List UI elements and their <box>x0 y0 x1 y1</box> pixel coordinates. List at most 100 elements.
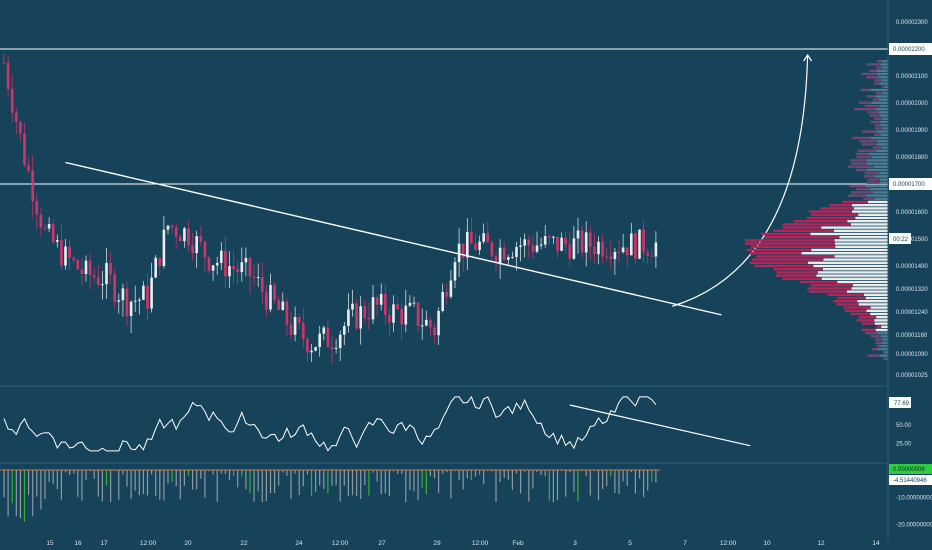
volume-profile-bar-down <box>806 216 856 220</box>
histogram-bar <box>28 470 30 495</box>
volume-profile-bar-down <box>876 344 881 348</box>
candle-body <box>429 319 432 328</box>
oscillator-panel[interactable] <box>3 395 751 452</box>
histogram-panel[interactable] <box>0 469 660 522</box>
histogram-bar <box>134 470 136 491</box>
level-label: 0.00001700 <box>893 182 925 188</box>
candle-body <box>285 301 289 325</box>
candle-body <box>109 262 112 275</box>
candle-body <box>166 225 170 230</box>
candle-body <box>375 297 379 305</box>
candle-body <box>310 350 313 353</box>
histogram-bar <box>192 470 194 490</box>
time-tick-label: Feb <box>512 540 524 547</box>
candle-body <box>433 327 436 336</box>
volume-profile-bar-up <box>846 290 888 293</box>
volume-profile-bar-up <box>847 220 888 223</box>
candle-body <box>457 243 461 263</box>
histogram-bar <box>589 470 591 496</box>
histogram-bar <box>306 470 308 475</box>
histogram-value-label-2: -4.51440946 <box>893 478 927 484</box>
candle-body <box>35 201 39 215</box>
histogram-tick-label: -20.00000000 <box>896 523 932 529</box>
last-price-label: 00:22 <box>893 237 909 243</box>
volume-profile-bar-up <box>881 66 888 69</box>
histogram-bar <box>331 470 333 486</box>
volume-profile-bar-up <box>810 232 888 236</box>
histogram-bar <box>491 470 493 472</box>
volume-profile-bar-down <box>820 207 854 210</box>
candle-body <box>183 228 186 242</box>
histogram-bar <box>319 470 321 486</box>
histogram-bar <box>265 470 267 502</box>
volume-profile-bar-down <box>782 277 822 280</box>
volume-profile-bar-up <box>874 319 888 322</box>
volume-profile-bar-down <box>843 306 871 309</box>
histogram-bar <box>479 470 481 476</box>
volume-profile-bar-down <box>808 210 853 213</box>
volume-profile-bar-up <box>879 178 888 181</box>
candle-body <box>121 288 125 301</box>
histogram-bar <box>364 470 366 485</box>
volume-profile-bar-up <box>858 213 888 216</box>
candle-body <box>187 228 190 246</box>
histogram-bar <box>425 470 427 495</box>
histogram-bar <box>261 470 263 503</box>
price-tick-label: 0.00001500 <box>896 237 928 243</box>
candle-body <box>589 232 592 247</box>
volume-profile-bar-up <box>880 133 888 136</box>
histogram-bar <box>634 470 636 494</box>
histogram-bar <box>286 470 288 476</box>
candle-body <box>326 327 330 348</box>
histogram-bar <box>64 470 67 473</box>
volume-profile-bar-down <box>773 229 834 232</box>
histogram-bar <box>196 470 198 490</box>
candle-body <box>605 256 608 258</box>
histogram-bar <box>32 470 34 517</box>
volume-profile-bar-up <box>879 120 888 124</box>
candle-body <box>117 300 121 302</box>
candle-body <box>92 275 96 278</box>
candle-body <box>302 322 305 340</box>
candle-body <box>371 297 375 320</box>
volume-profile-bar-down <box>744 242 835 245</box>
volume-profile-bar-down <box>837 296 866 300</box>
histogram-bar <box>97 470 99 497</box>
candle-body <box>330 347 334 349</box>
candle-body <box>273 284 276 301</box>
volume-profile-bar-up <box>870 188 888 191</box>
candle-body <box>51 224 55 242</box>
candle-body <box>150 277 153 309</box>
volume-profile-bar-down <box>875 338 883 341</box>
volume-profile-bar-up <box>877 332 888 335</box>
volume-profile-bar-up <box>867 168 888 172</box>
volume-profile-bar-up <box>875 149 888 152</box>
candle-body <box>6 62 10 90</box>
volume-profile-bar-down <box>829 204 852 207</box>
histogram-bar <box>647 470 649 491</box>
histogram-bar <box>212 470 214 475</box>
histogram-bar <box>610 470 612 477</box>
volume-profile-bar-down <box>851 136 871 140</box>
histogram-bar <box>446 470 448 473</box>
histogram-bar <box>524 470 526 472</box>
histogram-bar <box>462 470 464 490</box>
time-tick-label: 29 <box>433 540 441 547</box>
volume-profile-bar-down <box>855 168 868 172</box>
volume-profile-bar-down <box>761 232 811 236</box>
price-panel[interactable] <box>0 48 888 365</box>
candle-body <box>215 262 219 266</box>
candle-body <box>552 236 555 238</box>
candle-body <box>265 291 268 310</box>
price-tick-label: 0.00002100 <box>896 74 928 80</box>
volume-profile-bar-down <box>871 348 878 351</box>
histogram-bar <box>618 470 620 494</box>
volume-profile-bar-up <box>837 280 888 284</box>
volume-profile-bar-down <box>868 178 880 181</box>
volume-profile-bar-up <box>822 268 888 271</box>
volume-profile-bar-up <box>875 95 888 98</box>
histogram-bar <box>110 470 112 503</box>
volume-profile-bar-up <box>807 261 888 264</box>
